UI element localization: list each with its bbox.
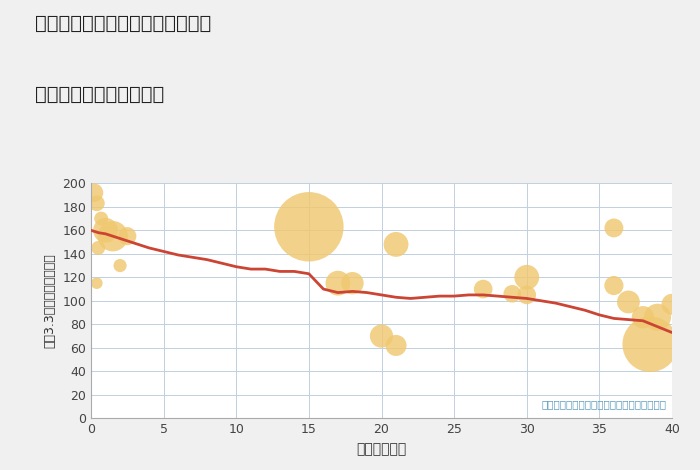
- Point: [666, 301, 678, 308]
- Point: [91, 279, 102, 287]
- Point: [88, 189, 99, 196]
- Y-axis label: 坪（3.3㎡）単価（万円）: 坪（3.3㎡）単価（万円）: [43, 253, 57, 348]
- Point: [391, 342, 402, 349]
- Point: [332, 279, 344, 287]
- Point: [608, 282, 620, 289]
- Point: [122, 233, 133, 240]
- Point: [114, 262, 126, 269]
- Point: [100, 227, 111, 234]
- Point: [507, 290, 518, 298]
- Point: [107, 233, 118, 240]
- Point: [91, 199, 102, 207]
- Text: 円の大きさは、取引のあった物件面積を示す: 円の大きさは、取引のあった物件面積を示す: [541, 399, 666, 409]
- Point: [638, 313, 649, 321]
- Point: [477, 285, 489, 293]
- X-axis label: 築年数（年）: 築年数（年）: [356, 442, 407, 456]
- Point: [521, 274, 532, 281]
- Point: [346, 279, 358, 287]
- Point: [96, 215, 107, 222]
- Point: [645, 340, 656, 348]
- Point: [521, 291, 532, 299]
- Point: [623, 298, 634, 306]
- Text: 愛知県名古屋市千種区茶屋坂通の: 愛知県名古屋市千種区茶屋坂通の: [35, 14, 211, 33]
- Point: [652, 313, 663, 321]
- Text: 築年数別中古戸建て価格: 築年数別中古戸建て価格: [35, 85, 164, 103]
- Point: [376, 332, 387, 340]
- Point: [303, 223, 314, 230]
- Point: [391, 241, 402, 248]
- Point: [92, 244, 104, 252]
- Point: [608, 224, 620, 232]
